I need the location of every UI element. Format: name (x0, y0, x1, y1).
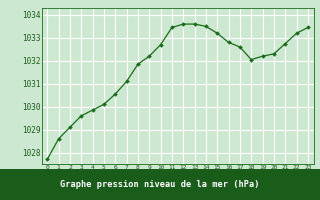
Text: Graphe pression niveau de la mer (hPa): Graphe pression niveau de la mer (hPa) (60, 180, 260, 189)
